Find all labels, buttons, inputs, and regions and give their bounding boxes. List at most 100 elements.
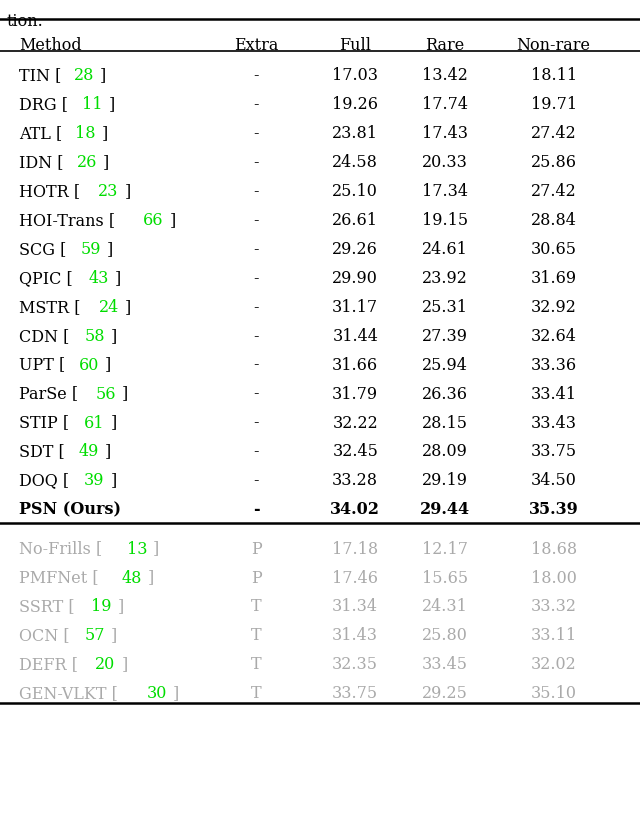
Text: 60: 60: [79, 357, 99, 374]
Text: 15.65: 15.65: [422, 570, 468, 587]
Text: 18.00: 18.00: [531, 570, 577, 587]
Text: UPT [: UPT [: [19, 357, 65, 374]
Text: 32.35: 32.35: [332, 656, 378, 673]
Text: 24: 24: [99, 299, 119, 316]
Text: 28.15: 28.15: [422, 415, 468, 432]
Text: 33.75: 33.75: [531, 443, 577, 460]
Text: T: T: [251, 628, 261, 645]
Text: 17.03: 17.03: [332, 67, 378, 84]
Text: ]: ]: [103, 153, 109, 171]
Text: 31.69: 31.69: [531, 269, 577, 286]
Text: -: -: [253, 125, 259, 142]
Text: 26.36: 26.36: [422, 385, 468, 402]
Text: 17.43: 17.43: [422, 125, 468, 142]
Text: ParSe [: ParSe [: [19, 385, 78, 402]
Text: 30: 30: [147, 685, 167, 703]
Text: ]: ]: [115, 269, 121, 286]
Text: 26.61: 26.61: [332, 211, 378, 228]
Text: 25.86: 25.86: [531, 153, 577, 171]
Text: 33.43: 33.43: [531, 415, 577, 432]
Text: -: -: [253, 385, 259, 402]
Text: 33.41: 33.41: [531, 385, 577, 402]
Text: ]: ]: [100, 67, 106, 84]
Text: 34.50: 34.50: [531, 472, 577, 490]
Text: 32.02: 32.02: [531, 656, 577, 673]
Text: ]: ]: [173, 685, 179, 703]
Text: ]: ]: [111, 327, 117, 344]
Text: PSN (Ours): PSN (Ours): [19, 501, 121, 518]
Text: -: -: [253, 153, 259, 171]
Text: TIN [: TIN [: [19, 67, 61, 84]
Text: 32.92: 32.92: [531, 299, 577, 316]
Text: 61: 61: [84, 415, 104, 432]
Text: 39: 39: [84, 472, 104, 490]
Text: 31.17: 31.17: [332, 299, 378, 316]
Text: 12.17: 12.17: [422, 540, 468, 557]
Text: 33.28: 33.28: [332, 472, 378, 490]
Text: 13.42: 13.42: [422, 67, 468, 84]
Text: -: -: [253, 415, 259, 432]
Text: 23: 23: [98, 183, 118, 200]
Text: CDN [: CDN [: [19, 327, 70, 344]
Text: 28.84: 28.84: [531, 211, 577, 228]
Text: ]: ]: [122, 385, 128, 402]
Text: -: -: [253, 67, 259, 84]
Text: ]: ]: [117, 598, 124, 615]
Text: 31.66: 31.66: [332, 357, 378, 374]
Text: No-Frills [: No-Frills [: [19, 540, 102, 557]
Text: SDT [: SDT [: [19, 443, 65, 460]
Text: -: -: [253, 211, 259, 228]
Text: 18.11: 18.11: [531, 67, 577, 84]
Text: 48: 48: [122, 570, 142, 587]
Text: 49: 49: [78, 443, 99, 460]
Text: T: T: [251, 598, 261, 615]
Text: 31.34: 31.34: [332, 598, 378, 615]
Text: 18: 18: [75, 125, 95, 142]
Text: 25.80: 25.80: [422, 628, 468, 645]
Text: -: -: [253, 443, 259, 460]
Text: 29.44: 29.44: [420, 501, 470, 518]
Text: ]: ]: [110, 472, 116, 490]
Text: 28.09: 28.09: [422, 443, 468, 460]
Text: ]: ]: [102, 125, 108, 142]
Text: 35.39: 35.39: [529, 501, 579, 518]
Text: ATL [: ATL [: [19, 125, 63, 142]
Text: 23.81: 23.81: [332, 125, 378, 142]
Text: HOI-Trans [: HOI-Trans [: [19, 211, 115, 228]
Text: 23.92: 23.92: [422, 269, 468, 286]
Text: P: P: [251, 570, 261, 587]
Text: ]: ]: [107, 241, 113, 258]
Text: 34.02: 34.02: [330, 501, 380, 518]
Text: 20.33: 20.33: [422, 153, 468, 171]
Text: 26: 26: [77, 153, 97, 171]
Text: 30.65: 30.65: [531, 241, 577, 258]
Text: 24.31: 24.31: [422, 598, 468, 615]
Text: Method: Method: [19, 37, 82, 54]
Text: DOQ [: DOQ [: [19, 472, 69, 490]
Text: 29.26: 29.26: [332, 241, 378, 258]
Text: -: -: [253, 96, 259, 113]
Text: 32.22: 32.22: [332, 415, 378, 432]
Text: 66: 66: [143, 211, 164, 228]
Text: ]: ]: [170, 211, 176, 228]
Text: 31.43: 31.43: [332, 628, 378, 645]
Text: 11: 11: [83, 96, 103, 113]
Text: HOTR [: HOTR [: [19, 183, 81, 200]
Text: 24.58: 24.58: [332, 153, 378, 171]
Text: ]: ]: [111, 628, 117, 645]
Text: Non-rare: Non-rare: [516, 37, 591, 54]
Text: 33.45: 33.45: [422, 656, 468, 673]
Text: 25.10: 25.10: [332, 183, 378, 200]
Text: MSTR [: MSTR [: [19, 299, 81, 316]
Text: 43: 43: [88, 269, 109, 286]
Text: Rare: Rare: [425, 37, 465, 54]
Text: -: -: [253, 269, 259, 286]
Text: 19.15: 19.15: [422, 211, 468, 228]
Text: ]: ]: [148, 570, 154, 587]
Text: 35.10: 35.10: [531, 685, 577, 703]
Text: 32.45: 32.45: [332, 443, 378, 460]
Text: 58: 58: [84, 327, 105, 344]
Text: 17.34: 17.34: [422, 183, 468, 200]
Text: ]: ]: [109, 96, 115, 113]
Text: 25.94: 25.94: [422, 357, 468, 374]
